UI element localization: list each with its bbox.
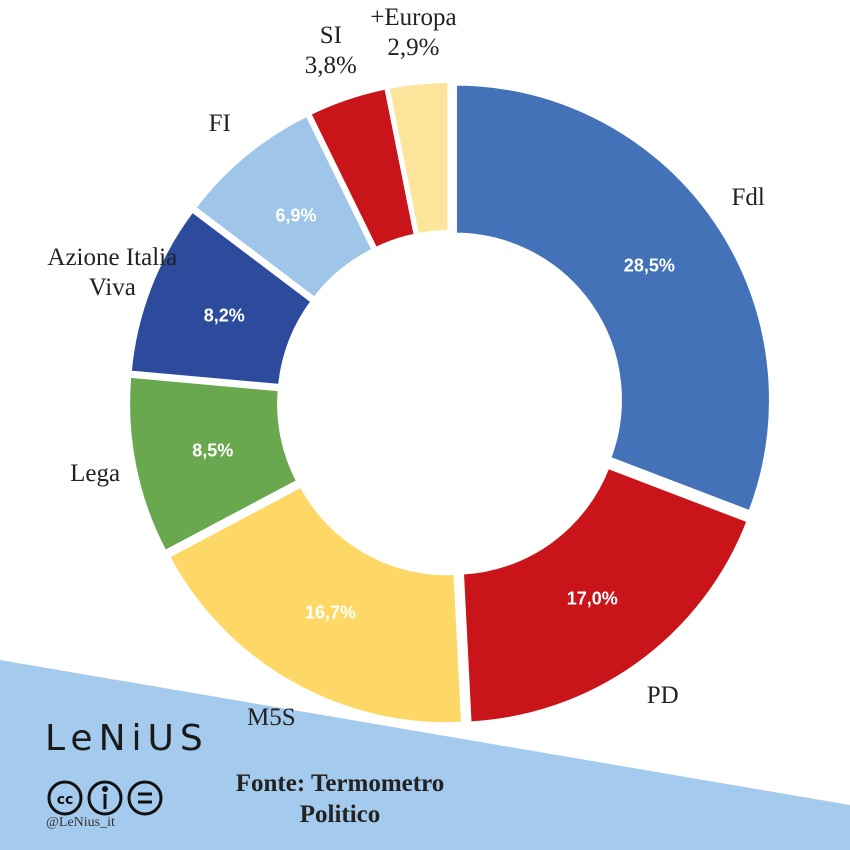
value-label: 6,9%: [275, 205, 317, 226]
category-name: M5S: [246, 703, 296, 731]
category-name: +Europa: [370, 3, 457, 31]
value-label: 28,5%: [623, 255, 675, 276]
logo: LeNiUS: [45, 718, 209, 759]
category-label: SI 3,8%: [261, 21, 401, 81]
category-label: Azione Italia Viva: [42, 243, 182, 303]
slice: [127, 207, 316, 389]
svg-text:cc: cc: [57, 792, 74, 808]
category-name: FI: [208, 109, 231, 137]
handle: @LeNius_it: [46, 815, 115, 830]
slice: [385, 79, 452, 238]
value-label: 17,0%: [566, 588, 618, 609]
slice: [452, 81, 773, 516]
slice: [126, 373, 302, 555]
value-label: 8,5%: [192, 440, 234, 461]
category-name: Azione Italia Viva: [47, 243, 178, 301]
value-label: 2,9%: [387, 33, 440, 61]
category-label: M5S: [201, 703, 341, 733]
category-name: SI: [319, 21, 342, 49]
slice: [191, 111, 377, 302]
value-label: 8,2%: [203, 305, 245, 326]
cc-icons: cc: [47, 780, 163, 816]
slice: [165, 482, 466, 727]
category-label: PD: [593, 681, 733, 711]
category-name: Lega: [70, 460, 121, 488]
slice: [459, 464, 752, 726]
source: Fonte: Termometro Politico: [235, 770, 445, 829]
category-label: +Europa 2,9%: [343, 3, 483, 63]
category-label: Fdl: [678, 183, 818, 213]
category-name: PD: [646, 681, 679, 709]
value-label: 16,7%: [305, 602, 357, 623]
value-label: 3,8%: [304, 51, 357, 79]
category-name: Fdl: [731, 183, 765, 211]
category-label: FI: [150, 109, 290, 139]
category-label: Lega: [25, 459, 165, 489]
footer-band: [0, 660, 850, 850]
